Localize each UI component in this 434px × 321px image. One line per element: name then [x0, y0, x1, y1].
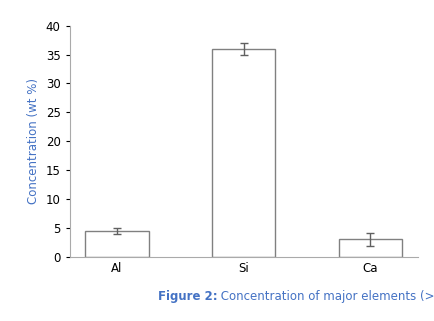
Bar — [338, 239, 401, 257]
Text: Figure 2:: Figure 2: — [158, 291, 217, 303]
Text: Concentration of major elements (> 3%) in: Concentration of major elements (> 3%) i… — [217, 291, 434, 303]
Bar — [211, 49, 275, 257]
Y-axis label: Concentration (wt %): Concentration (wt %) — [27, 78, 40, 204]
Bar — [85, 231, 148, 257]
